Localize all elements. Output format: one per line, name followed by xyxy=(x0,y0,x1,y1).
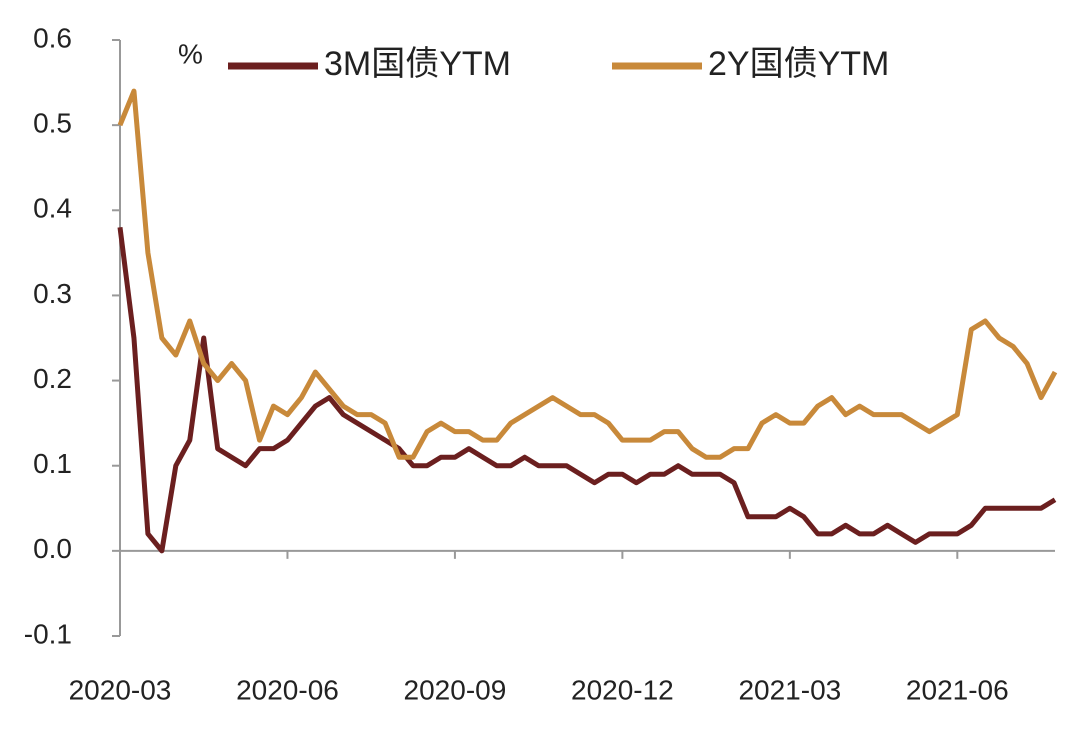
x-tick-label: 2021-03 xyxy=(738,674,841,705)
y-tick-label: 0.5 xyxy=(33,108,72,139)
series-line xyxy=(117,88,1058,460)
x-tick-label: 2020-06 xyxy=(236,674,339,705)
legend-label: 2Y国债YTM xyxy=(708,45,889,83)
x-tick-label: 2020-03 xyxy=(69,674,172,705)
x-tick-label: 2020-12 xyxy=(571,674,674,705)
y-tick-label: -0.1 xyxy=(24,618,72,649)
series-line xyxy=(117,227,1057,554)
y-tick-label: 0.1 xyxy=(33,448,72,479)
x-tick-label: 2021-06 xyxy=(906,674,1009,705)
y-tick-label: 0.6 xyxy=(33,22,72,53)
legend-label: 3M国债YTM xyxy=(324,45,511,83)
y-tick-label: 0.4 xyxy=(33,193,72,224)
y-tick-label: 0.3 xyxy=(33,278,72,309)
x-tick-label: 2020-09 xyxy=(404,674,507,705)
y-tick-label: 0.2 xyxy=(33,363,72,394)
y-tick-label: 0.0 xyxy=(33,533,72,564)
y-unit: % xyxy=(178,38,203,69)
